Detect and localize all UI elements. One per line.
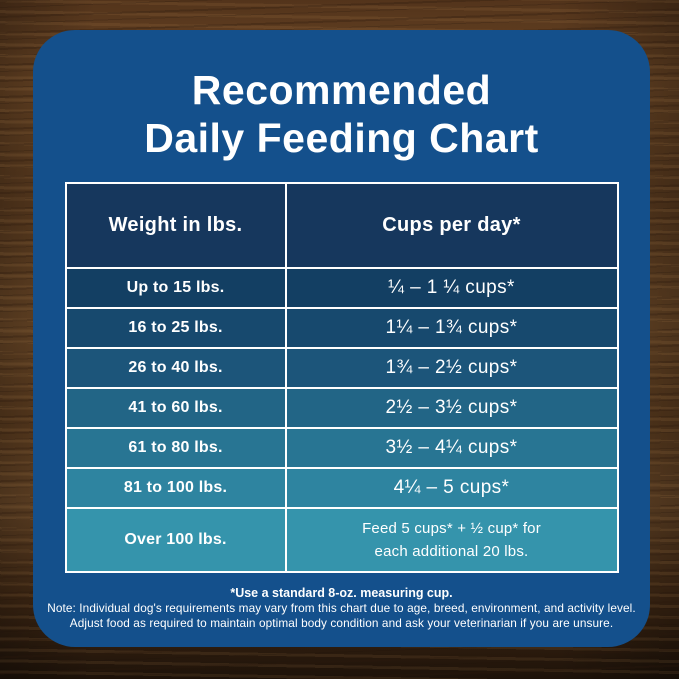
column-header-cups: Cups per day* xyxy=(382,213,521,236)
feeding-chart-card: Recommended Daily Feeding Chart Weight i… xyxy=(33,30,650,647)
weight-cell: Over 100 lbs. xyxy=(67,508,287,571)
table-row-61-to-80: 61 to 80 lbs. 3½ – 4¼ cups* xyxy=(66,426,617,467)
weight-cell: 61 to 80 lbs. xyxy=(67,428,287,467)
page-title-line-1: Recommended xyxy=(191,67,492,113)
table-row-81-to-100: 81 to 100 lbs. 4¼ – 5 cups* xyxy=(66,466,617,507)
footnotes: *Use a standard 8-oz. measuring cup. Not… xyxy=(33,585,650,631)
feeding-table: Weight in lbs. Cups per day* Up to 15 lb… xyxy=(64,181,619,573)
weight-cell: 81 to 100 lbs. xyxy=(67,468,287,507)
cups-cell: 2½ – 3½ cups* xyxy=(385,396,518,418)
table-row-over-100: Over 100 lbs. Feed 5 cups* + ½ cup* for … xyxy=(66,506,617,571)
disclaimer-line-2: Adjust food as required to maintain opti… xyxy=(69,615,614,630)
weight-cell: 16 to 25 lbs. xyxy=(67,308,287,347)
cups-cell: ¼ – 1 ¼ cups* xyxy=(388,276,515,298)
cups-cell: 1¼ – 1¾ cups* xyxy=(385,316,518,338)
weight-cell: 26 to 40 lbs. xyxy=(67,348,287,387)
table-row-up-to-15: Up to 15 lbs. ¼ – 1 ¼ cups* xyxy=(66,266,617,307)
column-header-weight: Weight in lbs. xyxy=(67,183,287,267)
disclaimer-line-1: Note: Individual dog's requirements may … xyxy=(47,600,636,615)
cups-cell: 1¾ – 2½ cups* xyxy=(385,356,518,378)
weight-cell: Up to 15 lbs. xyxy=(67,268,287,307)
page-title-line-2: Daily Feeding Chart xyxy=(144,114,539,161)
cups-cell: 3½ – 4¼ cups* xyxy=(385,436,518,458)
table-row-41-to-60: 41 to 60 lbs. 2½ – 3½ cups* xyxy=(66,386,617,427)
page-title: Recommended Daily Feeding Chart xyxy=(33,30,650,163)
table-row-16-to-25: 16 to 25 lbs. 1¼ – 1¾ cups* xyxy=(66,306,617,347)
table-header-row: Weight in lbs. Cups per day* xyxy=(66,183,617,267)
cups-cell: Feed 5 cups* + ½ cup* for each additiona… xyxy=(362,519,541,560)
measuring-cup-note: *Use a standard 8-oz. measuring cup. xyxy=(230,585,453,600)
table-row-26-to-40: 26 to 40 lbs. 1¾ – 2½ cups* xyxy=(66,346,617,387)
cups-cell: 4¼ – 5 cups* xyxy=(393,476,510,498)
weight-cell: 41 to 60 lbs. xyxy=(67,388,287,427)
